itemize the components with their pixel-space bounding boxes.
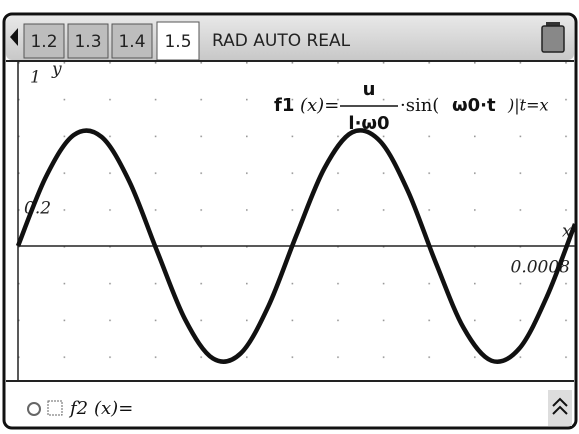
- scroll-left[interactable]: [10, 28, 18, 46]
- expand-icon: [552, 397, 568, 415]
- denominator: l·ω0: [348, 113, 389, 134]
- tab-label: 1.3: [74, 32, 101, 52]
- grid-dots: [18, 62, 575, 380]
- tab[interactable]: [23, 23, 65, 59]
- y-axis-label: y: [51, 60, 62, 80]
- curve: [15, 128, 578, 364]
- function-label: f1 (x)= u l·ω0 ·sin( ω0·t )|t=x: [274, 79, 549, 134]
- entry-argument[interactable]: (x)=: [94, 398, 133, 419]
- style-icon[interactable]: [47, 400, 63, 416]
- fn-arg: (x)=: [300, 95, 339, 116]
- battery: [541, 22, 565, 53]
- tab-label: 1.5: [164, 32, 191, 52]
- operator: ·sin(: [400, 95, 439, 116]
- ymax-label: 1: [30, 68, 41, 88]
- tabs: 1.2 1.3 1.4 1.5: [23, 21, 200, 61]
- divider: [6, 60, 574, 62]
- tail: )|t=x: [507, 96, 549, 115]
- tab-label: 1.4: [118, 32, 145, 52]
- eye-icon[interactable]: [27, 402, 41, 416]
- tab[interactable]: [67, 23, 109, 59]
- divider: [6, 380, 574, 382]
- inner: ω0·t: [452, 95, 496, 116]
- x-axis-label: x: [562, 222, 572, 242]
- numerator: u: [363, 79, 376, 100]
- tab[interactable]: [111, 23, 153, 59]
- status: RAD AUTO REAL: [212, 31, 351, 51]
- entry-icons: [27, 400, 63, 416]
- fn-name: f1: [274, 95, 294, 116]
- entry-function[interactable]: f2: [68, 398, 88, 419]
- tab-label: 1.2: [30, 32, 57, 52]
